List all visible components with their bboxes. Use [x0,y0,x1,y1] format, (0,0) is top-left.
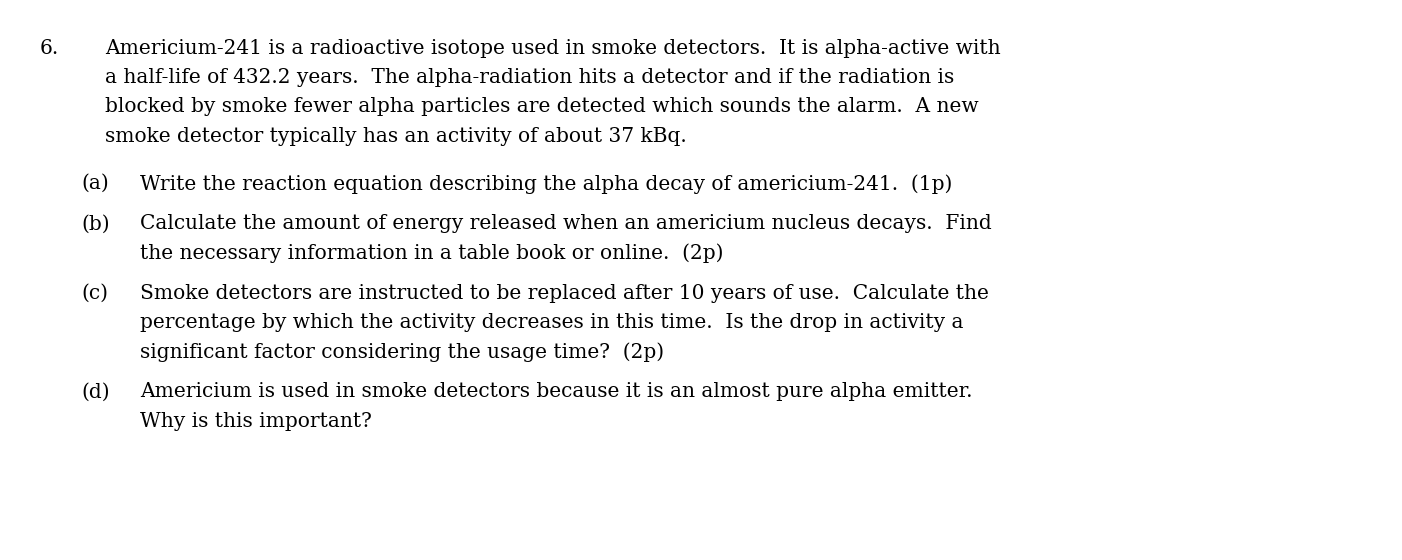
Text: Why is this important?: Why is this important? [140,412,372,431]
Text: smoke detector typically has an activity of about 37 kBq.: smoke detector typically has an activity… [105,127,687,146]
Text: blocked by smoke fewer alpha particles are detected which sounds the alarm.  A n: blocked by smoke fewer alpha particles a… [105,97,979,116]
Text: the necessary information in a table book or online.  (2p): the necessary information in a table boo… [140,244,723,263]
Text: Americium-241 is a radioactive isotope used in smoke detectors.  It is alpha-act: Americium-241 is a radioactive isotope u… [105,39,1001,58]
Text: Americium is used in smoke detectors because it is an almost pure alpha emitter.: Americium is used in smoke detectors bec… [140,382,973,402]
Text: Smoke detectors are instructed to be replaced after 10 years of use.  Calculate : Smoke detectors are instructed to be rep… [140,284,988,303]
Text: percentage by which the activity decreases in this time.  Is the drop in activit: percentage by which the activity decreas… [140,313,963,332]
Text: Calculate the amount of energy released when an americium nucleus decays.  Find: Calculate the amount of energy released … [140,214,993,234]
Text: Write the reaction equation describing the alpha decay of americium-241.  (1p): Write the reaction equation describing t… [140,174,952,194]
Text: (a): (a) [81,174,109,193]
Text: significant factor considering the usage time?  (2p): significant factor considering the usage… [140,342,665,362]
Text: (d): (d) [81,382,109,402]
Text: 6.: 6. [39,39,59,58]
Text: (b): (b) [81,214,109,234]
Text: a half-life of 432.2 years.  The alpha-radiation hits a detector and if the radi: a half-life of 432.2 years. The alpha-ra… [105,68,955,87]
Text: (c): (c) [81,284,108,303]
